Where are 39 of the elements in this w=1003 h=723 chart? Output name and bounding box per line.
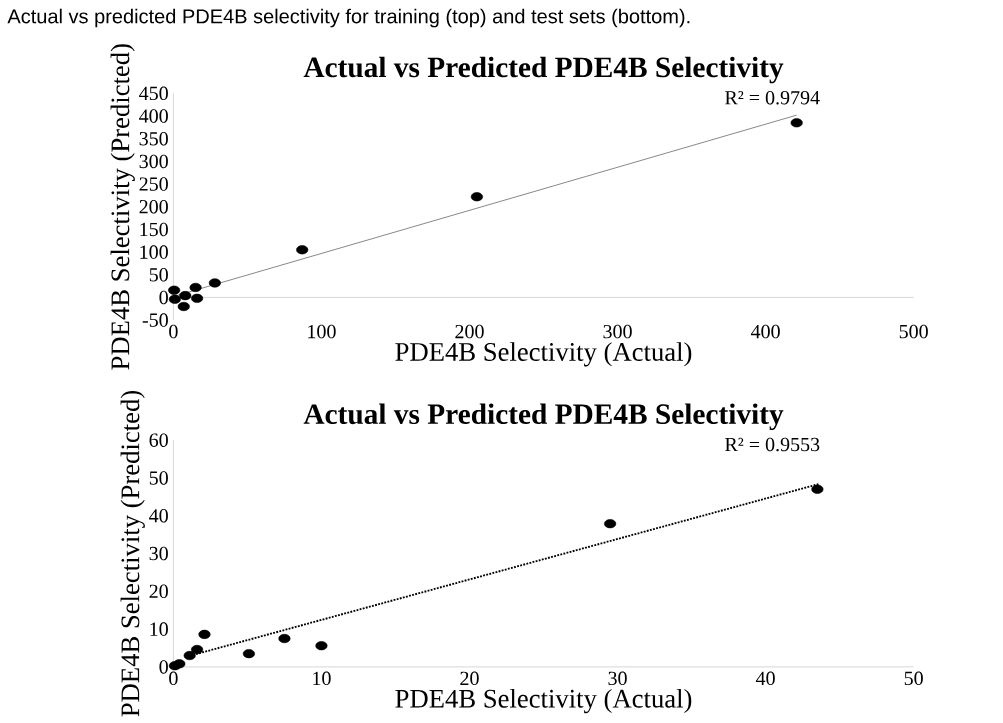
y-tick-label: 20 — [149, 584, 168, 599]
chart-title: Actual vs Predicted PDE4B Selectivity — [303, 56, 784, 84]
y-tick-label: 300 — [139, 154, 168, 169]
y-tick-label: 150 — [140, 222, 168, 237]
y-tick-label: 60 — [149, 433, 168, 447]
y-tick-label: 100 — [140, 245, 168, 259]
x-tick-label: 10 — [313, 671, 331, 686]
y-tick-label: 40 — [149, 509, 168, 523]
y-tick-label: 250 — [139, 177, 168, 191]
y-tick-label: 50 — [149, 471, 168, 485]
x-tick-label: 50 — [904, 671, 923, 686]
x-axis-title: PDE4B Selectivity (Actual) — [395, 688, 692, 714]
x-tick-label: 200 — [455, 324, 484, 339]
chart-title: Actual vs Predicted PDE4B Selectivity — [303, 403, 784, 431]
x-tick-label: 400 — [750, 324, 780, 339]
x-tick-label: 20 — [460, 671, 479, 686]
x-tick-label: 100 — [308, 324, 336, 339]
y-tick-label: 0 — [159, 660, 168, 674]
text: Actual vs predicted PDE4B selectivity for training (top) and test sets (bottom). — [7, 8, 690, 28]
x-tick-label: 0 — [169, 671, 178, 686]
annotation: R² = 0.9553 — [725, 437, 820, 452]
y-tick-label: 50 — [149, 268, 168, 282]
x-tick-label: 300 — [603, 324, 632, 339]
y-tick-label: 200 — [139, 200, 168, 214]
y-axis-title: PDE4B Selectivity (Predicted) — [110, 44, 135, 370]
y-axis-title: PDE4B Selectivity (Predicted) — [120, 391, 145, 717]
annotation: R² = 0.9794 — [725, 90, 820, 105]
x-tick-label: 30 — [608, 671, 627, 686]
x-tick-label: 0 — [169, 324, 178, 339]
y-tick-label: 450 — [139, 86, 168, 101]
x-tick-label: 500 — [899, 324, 928, 339]
y-tick-label: 30 — [149, 546, 168, 561]
y-tick-label: 10 — [150, 622, 168, 636]
y-tick-label: -50 — [142, 313, 168, 327]
x-tick-label: 40 — [755, 671, 775, 686]
x-axis-title: PDE4B Selectivity (Actual) — [395, 342, 692, 367]
y-tick-label: 0 — [159, 290, 168, 305]
y-tick-label: 400 — [139, 109, 168, 123]
y-tick-label: 350 — [139, 132, 168, 146]
